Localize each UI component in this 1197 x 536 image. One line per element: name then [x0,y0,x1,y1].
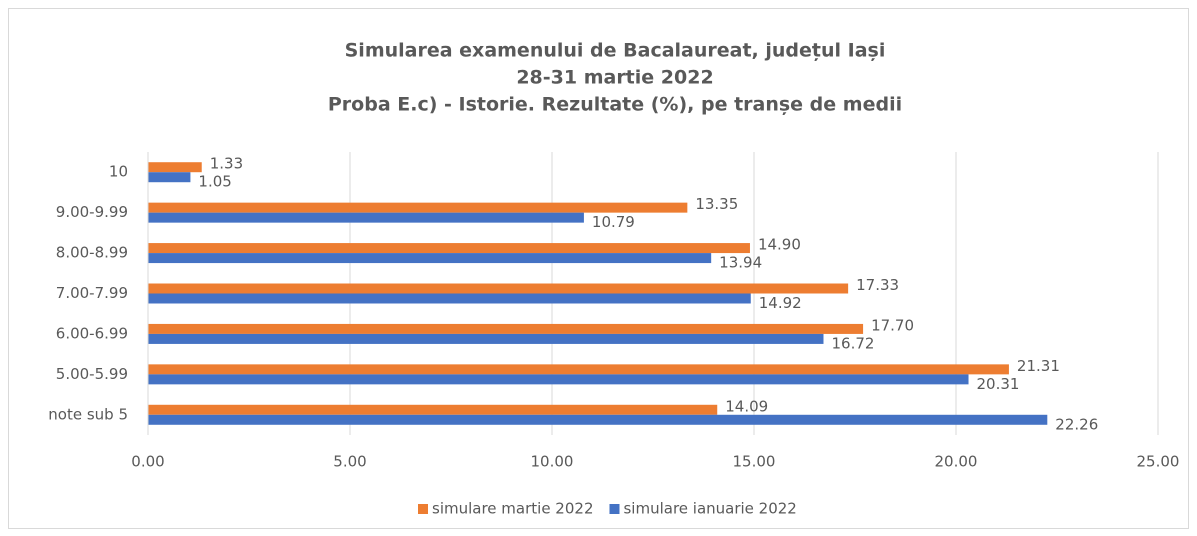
bar [148,414,1048,425]
x-tick-label: 15.00 [733,453,776,471]
x-tick-label: 10.00 [531,453,574,471]
bar [148,243,750,254]
bar [148,333,824,344]
y-tick-label: note sub 5 [48,405,128,423]
x-tick-label: 5.00 [333,453,366,471]
y-tick-label: 10 [109,163,128,181]
bar [148,172,191,183]
legend-swatch [609,504,620,514]
data-label: 14.90 [758,236,801,254]
data-label: 14.92 [759,294,802,312]
bar [148,374,969,385]
bar [148,323,864,334]
y-tick-label: 6.00-6.99 [56,324,128,342]
data-label: 10.79 [592,213,635,231]
y-tick-label: 9.00-9.99 [56,203,128,221]
chart-title: Simularea examenului de Bacalaureat, jud… [345,40,886,62]
x-tick-label: 0.00 [131,453,164,471]
legend-label: simulare ianuarie 2022 [623,500,796,518]
data-label: 13.94 [719,254,762,272]
data-label: 1.05 [198,173,231,191]
data-label: 14.09 [725,397,768,415]
chart-title: 28-31 martie 2022 [516,67,713,89]
data-label: 1.33 [210,155,243,173]
data-label: 22.26 [1055,415,1098,433]
bar [148,253,712,264]
y-tick-label: 8.00-8.99 [56,244,128,262]
data-label: 20.31 [977,375,1020,393]
bar [148,404,718,415]
bar [148,212,584,223]
bar [148,293,751,304]
data-label: 21.31 [1017,357,1060,375]
data-label: 17.70 [871,316,914,334]
bar [148,283,849,294]
chart-border [8,8,1189,529]
bar [148,162,202,173]
chart-title: Proba E.c) - Istorie. Rezultate (%), pe … [328,94,902,116]
legend-swatch [418,504,428,514]
bar [148,202,688,213]
data-label: 13.35 [695,195,738,213]
data-label: 17.33 [856,276,899,294]
data-label: 16.72 [831,334,874,352]
bar [148,364,1009,375]
legend-label: simulare martie 2022 [432,500,593,518]
x-tick-label: 20.00 [935,453,978,471]
y-tick-label: 7.00-7.99 [56,284,128,302]
y-tick-label: 5.00-5.99 [56,365,128,383]
x-tick-label: 25.00 [1137,453,1180,471]
